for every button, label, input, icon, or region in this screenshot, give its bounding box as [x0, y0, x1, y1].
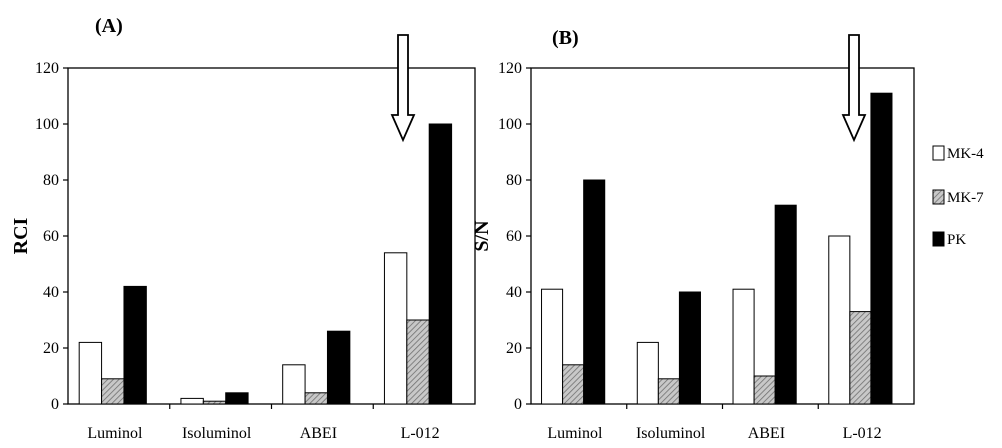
bar-a-mk4-abei [282, 364, 306, 405]
panel-a-ytick-label-5: 100 [35, 116, 59, 133]
bar-b-mk7-luminol [562, 364, 585, 405]
bar-b-mk7-abei [753, 375, 776, 405]
panel-a-ytick-label-1: 20 [43, 340, 59, 357]
panel-a-category-label-1: Isoluminol [182, 425, 252, 442]
panel-b-category-label-2: ABEI [748, 425, 785, 442]
bar-a-mk4-isoluminol [180, 397, 204, 405]
bar-b-pk-l-012 [870, 92, 893, 405]
legend-label-pk: PK [947, 232, 966, 248]
panel-b-ytick-label-1: 20 [506, 340, 522, 357]
legend-swatch-mk4 [932, 145, 945, 161]
legend-label-mk7: MK-7 [947, 190, 984, 206]
panel-a-ylabel: RCI [10, 217, 32, 254]
panel-b-ylabel: S/N [471, 220, 493, 252]
bar-a-mk4-luminol [78, 341, 103, 405]
bar-a-mk4-l-012 [383, 252, 408, 405]
panel-b-ytick-label-3: 60 [506, 228, 522, 245]
bar-b-mk7-isoluminol [657, 378, 680, 405]
bar-b-mk7-l-012 [849, 311, 872, 405]
panel-b-arrow-annotation [841, 34, 867, 143]
panel-b-category-label-1: Isoluminol [636, 425, 706, 442]
panel-a-ytick-label-3: 60 [43, 228, 59, 245]
panel-a: (A) RCI [10, 15, 123, 254]
panel-a-ytick-label-6: 120 [35, 60, 59, 77]
panel-a-arrow-annotation [390, 34, 416, 143]
bar-a-pk-abei [326, 330, 351, 405]
marks: 0 20 40 60 80 100 120 Luminol Isoluminol ABEI L-01… [35, 34, 915, 442]
panel-a-ytick-label-2: 40 [43, 284, 59, 301]
panel-a-category-label-0: Luminol [87, 425, 143, 442]
legend-swatch-mk7 [932, 189, 945, 205]
bar-b-mk4-luminol [541, 288, 564, 405]
panel-b-category-label-0: Luminol [547, 425, 603, 442]
bar-a-pk-luminol [123, 285, 147, 405]
legend: MK-4 MK-7 PK [932, 145, 984, 248]
panel-b-label: (B) [552, 27, 579, 49]
panel-b-ytick-label-4: 80 [506, 172, 522, 189]
panel-b-ytick-label-5: 100 [498, 116, 522, 133]
bar-b-pk-isoluminol [678, 291, 701, 405]
bar-a-mk7-abei [304, 392, 328, 405]
bar-b-mk4-abei [732, 288, 755, 405]
panel-a-ytick-label-0: 0 [51, 396, 59, 413]
panel-b-ytick-label-6: 120 [498, 60, 522, 77]
panel-b-ytick-label-0: 0 [514, 396, 522, 413]
panel-a-category-label-2: ABEI [300, 425, 337, 442]
panel-a-label: (A) [95, 15, 123, 37]
bar-b-mk4-l-012 [828, 235, 851, 405]
legend-swatch-pk [932, 231, 945, 247]
bar-b-pk-abei [774, 204, 797, 405]
panel-b-category-label-3: L-012 [843, 425, 882, 442]
bar-a-pk-isoluminol [225, 392, 249, 405]
bar-a-mk7-luminol [101, 378, 125, 405]
panel-b-ytick-label-2: 40 [506, 284, 522, 301]
legend-label-mk4: MK-4 [947, 146, 984, 162]
bar-a-pk-l-012 [428, 123, 453, 405]
bar-b-mk4-isoluminol [636, 341, 659, 405]
panel-a-ytick-label-4: 80 [43, 172, 59, 189]
panel-a-category-label-3: L-012 [401, 425, 440, 442]
bar-b-pk-luminol [583, 179, 606, 405]
panel-b: (B) S/N [471, 27, 579, 252]
bar-a-mk7-isoluminol [202, 400, 227, 405]
bar-a-mk7-l-012 [406, 319, 430, 405]
